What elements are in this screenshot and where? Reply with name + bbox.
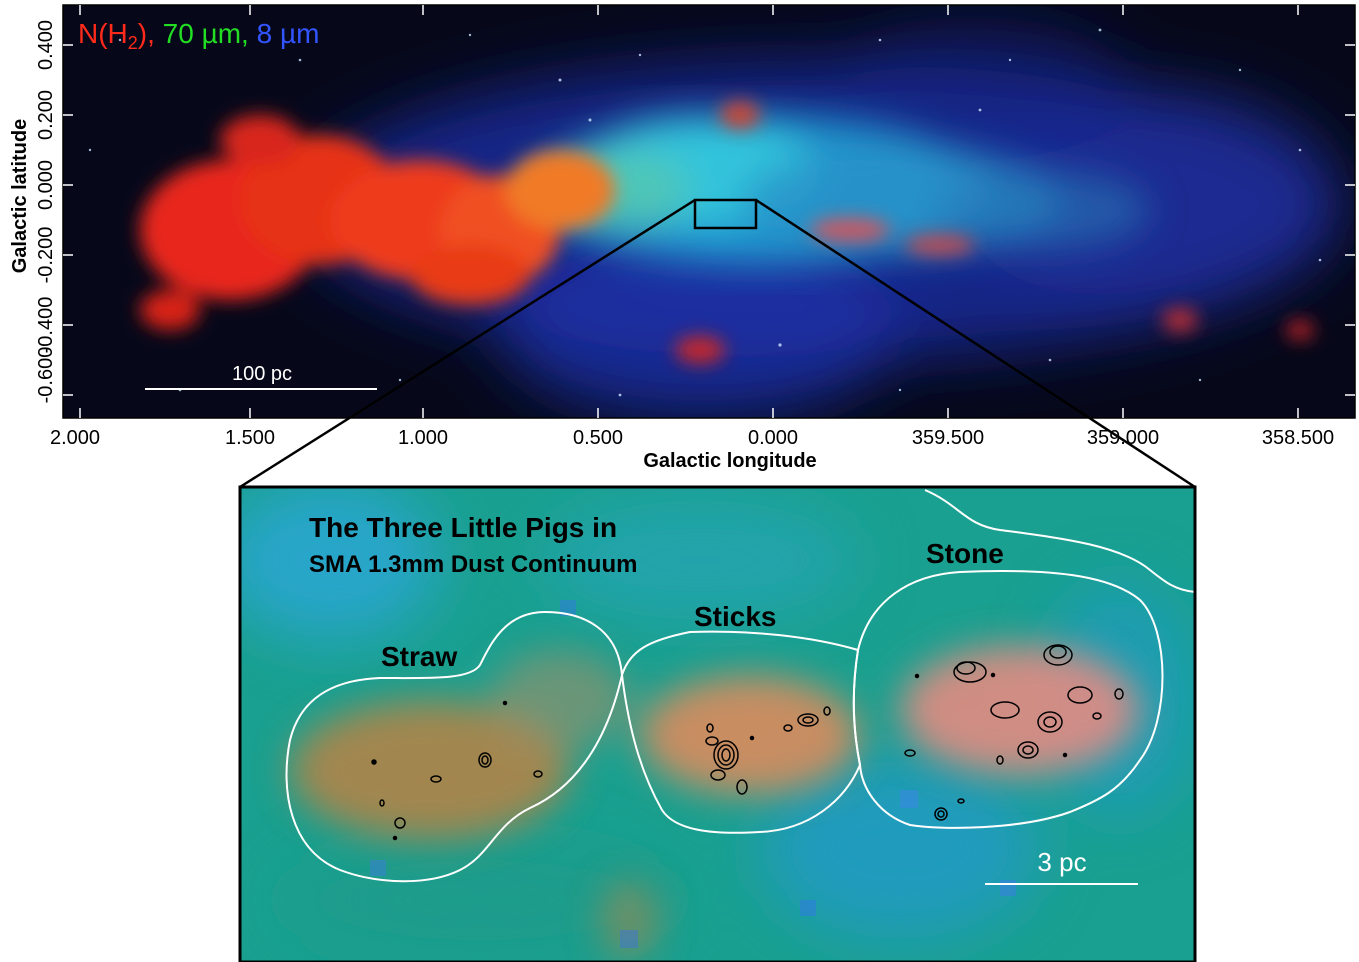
x-tick-label: 358.500 <box>1262 427 1334 449</box>
outer-contour <box>924 489 1195 593</box>
legend-8um: 8 µm <box>249 18 320 49</box>
x-tick-label: 1.000 <box>398 427 448 449</box>
inset-image <box>240 487 1195 962</box>
scale-bar-100pc: 100 pc <box>145 363 377 390</box>
x-tick-label: 359.000 <box>1087 427 1159 449</box>
label-straw: Straw <box>381 641 457 672</box>
x-tick-labels: 2.000 1.500 1.000 0.500 0.000 359.500 35… <box>50 427 1334 449</box>
legend-nh2: N(H <box>78 18 128 49</box>
y-axis-label: Galactic latitude <box>9 119 31 274</box>
y-tick-labels: 0.400 0.200 0.000 -0.200 -0.400 -0.600 <box>35 20 57 403</box>
scale-bar-3pc: 3 pc <box>985 847 1138 885</box>
galactic-center-image <box>63 5 1355 418</box>
x-tick-label: 1.500 <box>225 427 275 449</box>
label-sticks: Sticks <box>694 601 777 632</box>
zoom-box <box>693 198 758 230</box>
label-stone: Stone <box>926 538 1004 569</box>
y-tick-label: -0.600 <box>35 347 57 404</box>
legend: N(H2), 70 µm, 8 µm <box>78 18 319 53</box>
y-tick-label: 0.400 <box>35 20 57 70</box>
top-panel-frame <box>62 4 1356 419</box>
top-axis-ticks <box>63 5 1355 418</box>
scale-bar-label: 100 pc <box>232 363 292 385</box>
sma-contours <box>371 644 1124 841</box>
x-axis-label: Galactic longitude <box>643 450 816 472</box>
x-tick-label: 2.000 <box>50 427 100 449</box>
y-tick-label: 0.000 <box>35 160 57 210</box>
x-tick-label: 0.000 <box>748 427 798 449</box>
y-tick-label: -0.200 <box>35 227 57 284</box>
zoom-connector-right <box>755 198 1196 489</box>
straw-outline <box>285 610 624 883</box>
legend-70um: 70 µm, <box>155 18 249 49</box>
y-tick-label: 0.200 <box>35 90 57 140</box>
zoom-connector-left <box>239 198 696 489</box>
inset-frame <box>238 485 1197 962</box>
x-tick-label: 359.500 <box>912 427 984 449</box>
scale-bar-3pc-label: 3 pc <box>1037 847 1086 877</box>
inset-title-line2: SMA 1.3mm Dust Continuum <box>309 551 637 578</box>
inset-title-line1: The Three Little Pigs in <box>309 512 617 543</box>
zoom-region <box>239 198 1196 489</box>
legend-nh2-subscript: 2 <box>128 33 138 53</box>
stone-outline <box>852 569 1164 829</box>
legend-nh2-close: ), <box>138 18 155 49</box>
outline-contours <box>285 489 1195 883</box>
y-tick-label: -0.400 <box>35 297 57 354</box>
x-tick-label: 0.500 <box>573 427 623 449</box>
